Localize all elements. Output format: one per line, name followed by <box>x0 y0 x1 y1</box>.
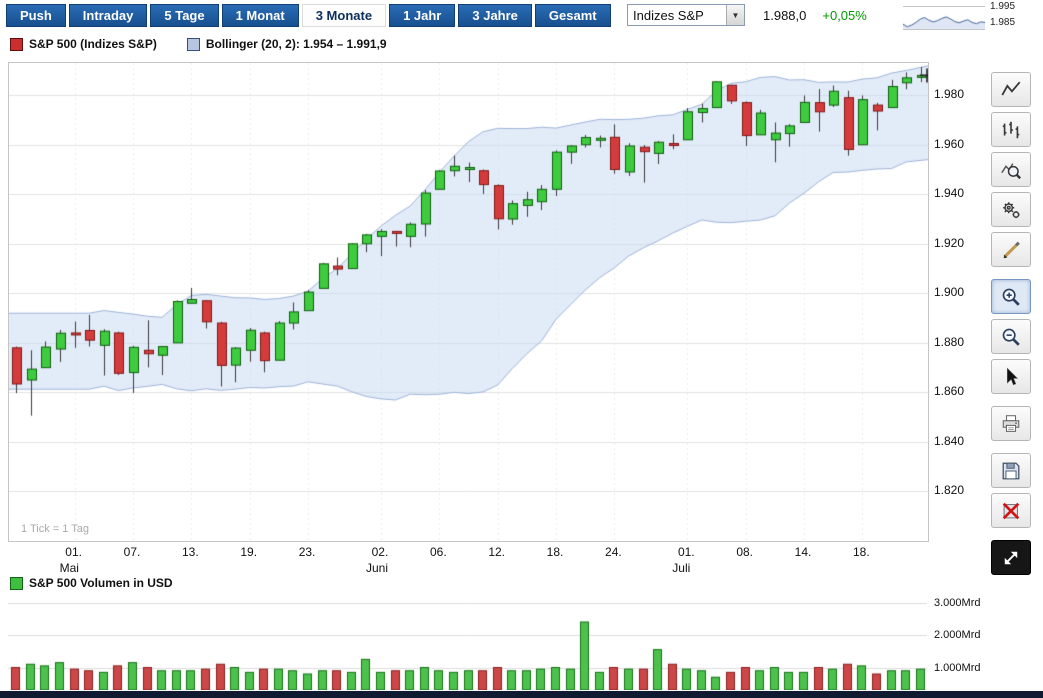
price-series-swatch-icon <box>10 37 23 51</box>
date-axis-tick: 07. <box>123 545 141 559</box>
chart-magnifier-button[interactable] <box>991 152 1031 187</box>
volume-axis-label: 3.000Mrd <box>934 596 981 609</box>
cursor-icon <box>1000 366 1022 388</box>
date-axis-tick: 02. <box>371 545 389 559</box>
bottom-bar <box>0 691 1043 698</box>
fullscreen-button[interactable] <box>991 540 1031 575</box>
main-chart-area: 1 Tick = 1 Tag <box>8 62 929 542</box>
quote-last-price: 1.988,0 <box>763 8 807 23</box>
period-button-5-tage[interactable]: 5 Tage <box>150 4 219 27</box>
date-axis-tick: 12. <box>488 545 506 559</box>
volume-legend: S&P 500 Volumen in USD <box>10 576 173 590</box>
price-axis-label: 1.820 <box>934 483 965 498</box>
date-axis-tick: 24. <box>605 545 622 559</box>
period-button-1-jahr[interactable]: 1 Jahr <box>389 4 456 27</box>
draw-line-icon <box>1000 239 1022 261</box>
fullscreen-icon <box>1000 547 1022 569</box>
legend-bollinger-series: Bollinger (20, 2): 1.954 – 1.991,9 <box>186 37 387 51</box>
period-button-gesamt[interactable]: Gesamt <box>534 4 611 27</box>
settings-icon <box>1000 199 1022 221</box>
date-axis-tick: 06. <box>429 545 447 559</box>
volume-chart-area <box>8 594 927 690</box>
period-button-push[interactable]: Push <box>6 4 66 27</box>
chart-legend: S&P 500 (Indizes S&P) Bollinger (20, 2):… <box>10 37 387 51</box>
price-axis-label: 1.860 <box>934 384 965 399</box>
period-button-1-monat[interactable]: 1 Monat <box>221 4 299 27</box>
period-button-3-monate[interactable]: 3 Monate <box>301 4 387 27</box>
mini-sparkline <box>903 6 985 30</box>
period-buttons: Push Intraday 5 Tage 1 Monat 3 Monate 1 Jahr 3… <box>6 4 611 27</box>
month-axis-label: Juli <box>672 561 691 575</box>
x-axis: 01. 07. 13. 19. 23. 02. 06. 12. 18. 24. 01. 08. 14. 1… <box>8 543 927 579</box>
month-axis-label: Juni <box>365 561 388 575</box>
line-chart-button[interactable] <box>991 72 1031 107</box>
date-axis-tick: 01. <box>65 545 82 559</box>
instrument-dropdown[interactable]: Indizes S&P ▼ <box>627 4 745 26</box>
date-axis-tick: 14. <box>794 545 812 559</box>
main-chart-canvas[interactable] <box>9 63 928 541</box>
sparkline-low-label: 1.985 <box>990 17 1016 28</box>
draw-line-button[interactable] <box>991 232 1031 267</box>
volume-series-swatch-icon <box>10 576 23 590</box>
zoom-out-button[interactable] <box>991 319 1031 354</box>
date-axis-tick: 23. <box>298 545 316 559</box>
price-axis-label: 1.900 <box>934 285 965 300</box>
volume-chart-canvas <box>8 594 927 690</box>
price-axis-label: 1.940 <box>934 186 965 201</box>
instrument-dropdown-value[interactable]: Indizes S&P <box>633 8 704 23</box>
print-button[interactable] <box>991 406 1031 441</box>
right-toolbar <box>991 72 1035 587</box>
volume-legend-label: S&P 500 Volumen in USD <box>29 576 173 590</box>
period-button-3-jahre[interactable]: 3 Jahre <box>458 4 532 27</box>
ohlc-chart-icon <box>1000 119 1022 141</box>
month-axis-label: Mai <box>59 561 79 575</box>
date-axis-tick: 13. <box>181 545 199 559</box>
price-axis-label: 1.840 <box>934 433 965 448</box>
price-axis-label: 1.960 <box>934 136 965 151</box>
sparkline-canvas <box>903 7 985 29</box>
date-axis-tick: 01. <box>677 545 695 559</box>
zoom-out-icon <box>1000 326 1022 348</box>
date-axis-tick: 18. <box>546 545 564 559</box>
bollinger-series-swatch-icon <box>186 37 200 51</box>
price-y-axis: 1.980 1.960 1.940 1.920 1.900 1.880 1.860 1.840… <box>934 62 988 540</box>
ohlc-chart-button[interactable] <box>991 112 1031 147</box>
save-icon <box>1000 460 1022 482</box>
legend-price-series: S&P 500 (Indizes S&P) <box>10 37 157 51</box>
zoom-in-button[interactable] <box>991 279 1031 314</box>
period-button-intraday[interactable]: Intraday <box>68 4 148 27</box>
sparkline-high-label: 1.995 <box>990 1 1016 12</box>
chart-magnifier-icon <box>1000 159 1022 181</box>
volume-axis-label: 1.000Mrd <box>934 661 981 674</box>
price-axis-label: 1.880 <box>934 334 965 349</box>
date-axis-tick: 18. <box>853 545 870 559</box>
settings-button[interactable] <box>991 192 1031 227</box>
chevron-down-icon[interactable]: ▼ <box>726 5 744 25</box>
zoom-in-icon <box>1000 286 1022 308</box>
save-button[interactable] <box>991 453 1031 488</box>
volume-axis-label: 2.000Mrd <box>934 629 981 641</box>
price-axis-label: 1.920 <box>934 235 965 250</box>
quote: 1.988,0 +0,05% <box>763 8 867 23</box>
legend-price-label: S&P 500 (Indizes S&P) <box>29 37 157 51</box>
cursor-button[interactable] <box>991 359 1031 394</box>
date-axis-tick: 19. <box>240 545 258 559</box>
line-chart-icon <box>1000 79 1022 101</box>
delete-icon <box>1000 500 1022 522</box>
volume-y-axis: 3.000Mrd 2.000Mrd 1.000Mrd <box>934 594 992 690</box>
tick-scale-note: 1 Tick = 1 Tag <box>21 523 89 535</box>
date-axis-tick: 08. <box>736 545 753 559</box>
price-axis-label: 1.980 <box>934 87 965 102</box>
print-icon <box>1000 413 1022 435</box>
delete-button[interactable] <box>991 493 1031 528</box>
legend-bollinger-label: Bollinger (20, 2): 1.954 – 1.991,9 <box>205 37 387 51</box>
quote-change-percent: +0,05% <box>822 8 867 23</box>
